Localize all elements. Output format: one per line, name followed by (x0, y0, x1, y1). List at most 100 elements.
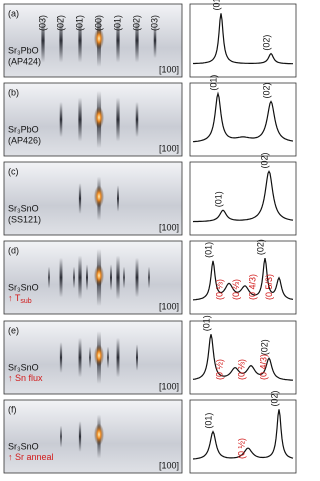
streak-label: (01̄) (74, 15, 84, 31)
rheed-image (3, 320, 183, 395)
profile-box (189, 3, 297, 78)
direction: [100] (159, 64, 179, 74)
peak-label: (02) (269, 390, 279, 406)
line-profile (192, 170, 294, 223)
streak (116, 18, 120, 63)
streak (78, 421, 82, 452)
specular-spot (94, 106, 104, 129)
peak-label: (01) (203, 413, 213, 429)
profile-box (189, 82, 297, 157)
condition-text: ↑ T (8, 293, 21, 303)
streak (116, 337, 120, 378)
panel-label: (e) (8, 325, 19, 335)
streak (107, 346, 109, 369)
peak-label: (02) (259, 339, 269, 355)
condition-text: ↑ Sn flux (8, 373, 43, 383)
streak (89, 346, 91, 369)
panel-label: (d) (8, 245, 19, 255)
sample-name: Sr₃PbO (8, 45, 39, 55)
line-profile (192, 409, 294, 460)
streak (86, 264, 88, 291)
sample-code: (SS121) (8, 214, 41, 224)
streak (59, 257, 63, 298)
peak-label: (01) (208, 75, 218, 91)
peak-label: (02) (259, 152, 269, 168)
streak (59, 342, 63, 373)
streak (135, 18, 139, 63)
rheed-image (3, 82, 183, 157)
sample-name: Sr₃SnO (8, 282, 39, 292)
panel-label: (c) (8, 166, 19, 176)
streak (116, 255, 120, 300)
superstructure-label: (0 ⅔) (231, 279, 241, 300)
streak (110, 264, 112, 291)
panel-label: (a) (8, 8, 19, 18)
peak-label: (02) (261, 35, 271, 51)
specular-spot (94, 423, 104, 446)
superstructure-label: (0 5/3) (264, 274, 274, 300)
specular-spot (94, 344, 104, 367)
streak (135, 101, 139, 138)
peak-label: (01) (203, 242, 213, 258)
streak (48, 266, 50, 289)
peak-label: (01) (211, 0, 221, 10)
streak (136, 344, 138, 371)
direction: [100] (159, 301, 179, 311)
streak (78, 255, 82, 300)
profile-box (189, 399, 297, 474)
superstructure-label: (0 ½) (236, 438, 246, 459)
superstructure-label: (0 ⅔) (236, 359, 246, 380)
sample-code: (AP426) (8, 135, 41, 145)
growth-condition: ↑ Sn flux (8, 373, 43, 383)
streak (78, 337, 82, 378)
direction: [100] (159, 222, 179, 232)
specular-spot (94, 264, 104, 287)
streak-label: (03̄) (37, 15, 47, 31)
line-profile (193, 13, 293, 65)
streak (59, 18, 63, 63)
peak-label: (01) (213, 191, 223, 207)
rheed-image (3, 399, 183, 474)
rheed-image (3, 240, 183, 315)
streak (148, 266, 150, 289)
condition-subscript: sub (20, 298, 31, 305)
streak-label: (02) (131, 15, 141, 31)
superstructure-label: (0 ½) (214, 359, 224, 380)
streak (117, 185, 119, 212)
streak (116, 97, 120, 142)
streak (41, 18, 45, 63)
streak (78, 97, 82, 142)
streak (123, 266, 125, 289)
streak (135, 257, 139, 298)
sample-code: (AP424) (8, 56, 41, 66)
growth-condition: ↑ Tsub (8, 293, 32, 304)
growth-condition: ↑ Sr anneal (8, 452, 54, 462)
condition-text: ↑ Sr anneal (8, 452, 54, 462)
sample-name: Sr₃SnO (8, 441, 39, 451)
panel-label: (f) (8, 404, 17, 414)
streak (153, 22, 157, 59)
line-profile (192, 257, 294, 301)
peak-label: (01) (201, 315, 211, 331)
superstructure-label: (0 ⅓) (214, 279, 224, 300)
streak (78, 18, 82, 63)
streak (73, 266, 75, 289)
direction: [100] (159, 381, 179, 391)
profile-box (189, 240, 297, 315)
sample-name: Sr₃SnO (8, 362, 39, 372)
streak-label: (02̄) (55, 15, 65, 31)
sample-name: Sr₃SnO (8, 203, 39, 213)
specular-spot (94, 27, 104, 50)
panel-label: (b) (8, 87, 19, 97)
streak-label: (01) (112, 15, 122, 31)
rheed-image (3, 161, 183, 236)
direction: [100] (159, 460, 179, 470)
streak-label: (03) (149, 15, 159, 31)
line-profile (192, 334, 294, 381)
streak (59, 101, 63, 138)
figure: (a)Sr₃PbO(AP424)[100](03̄) (02̄) (01̄) (00)… (3, 0, 297, 474)
peak-label: (02) (261, 82, 271, 98)
superstructure-label: (0 4/3) (247, 274, 257, 300)
profile-box (189, 161, 297, 236)
rheed-image (3, 3, 183, 78)
